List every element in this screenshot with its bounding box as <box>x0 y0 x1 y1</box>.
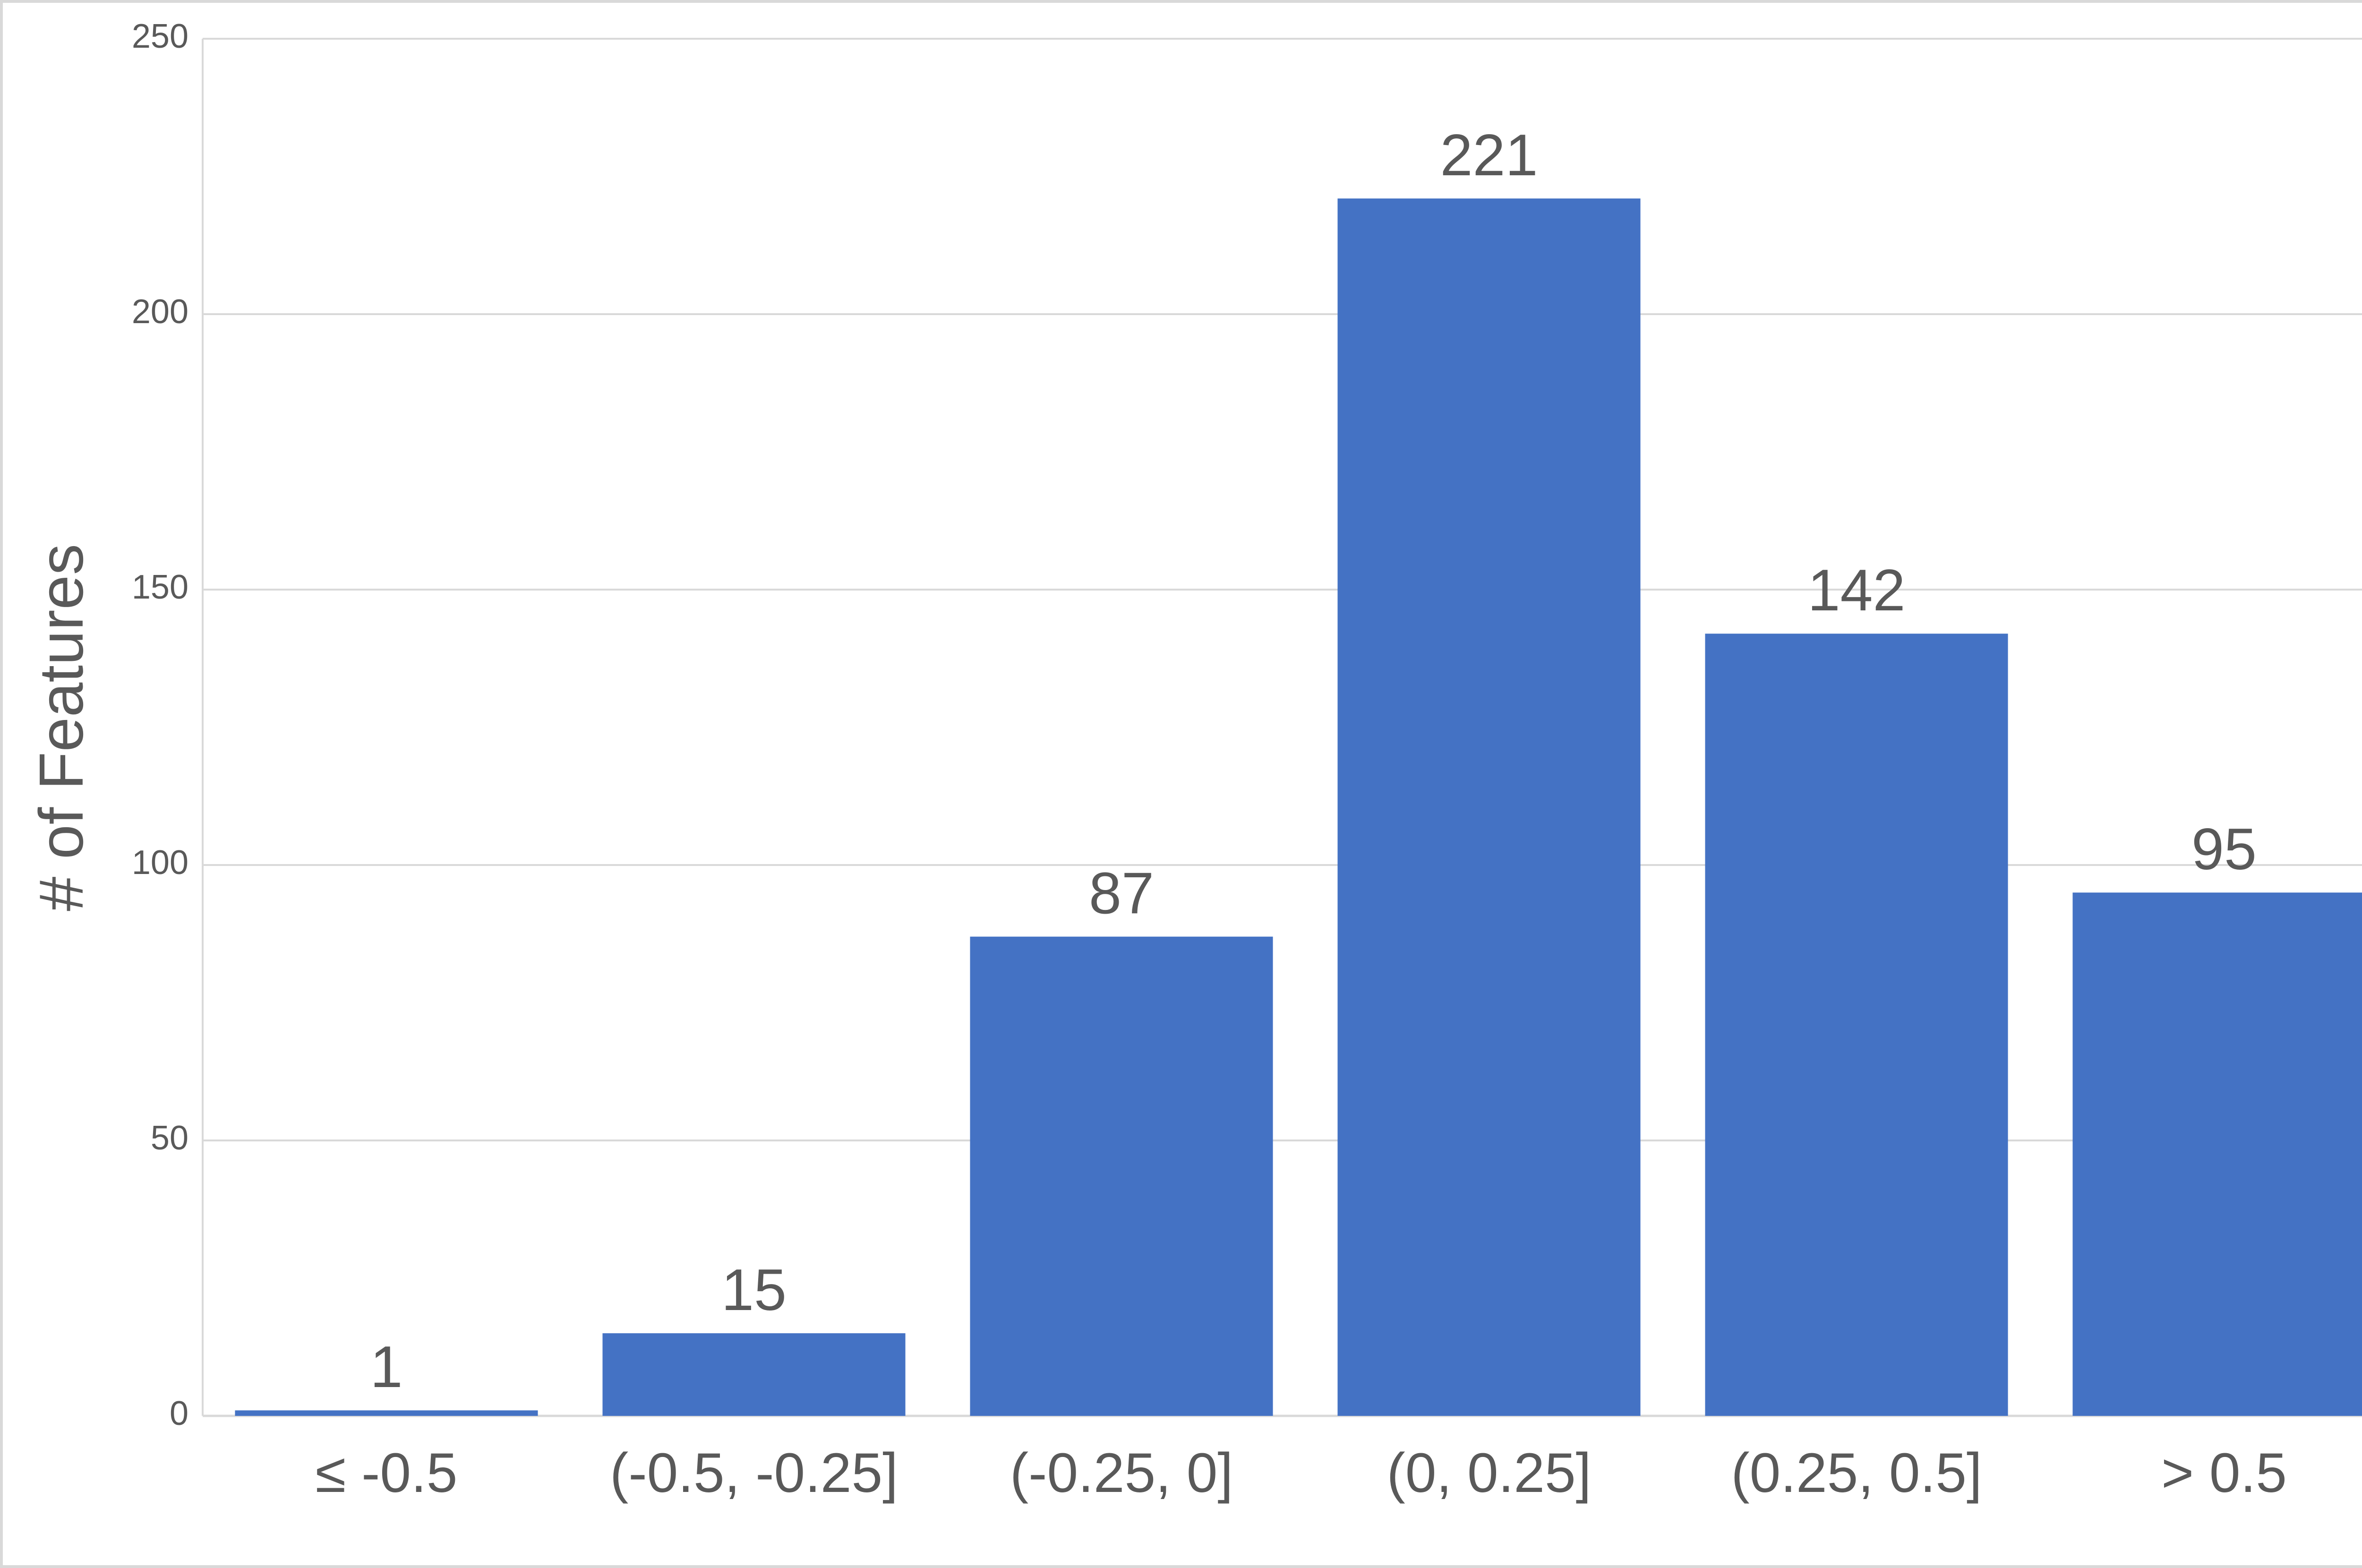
bar <box>1705 634 2008 1416</box>
y-tick-label: 150 <box>132 568 188 606</box>
y-tick-label: 0 <box>170 1395 188 1432</box>
y-tick-label: 200 <box>132 293 188 331</box>
x-tick-label: (-0.25, 0] <box>1010 1442 1233 1504</box>
bar <box>1337 198 1641 1416</box>
value-label: 1 <box>370 1335 403 1400</box>
y-tick-label: 100 <box>132 844 188 882</box>
x-tick-label: (0, 0.25] <box>1387 1442 1592 1504</box>
x-tick-label: > 0.5 <box>2161 1442 2287 1504</box>
bar <box>2072 892 2362 1416</box>
value-label: 221 <box>1440 123 1538 188</box>
x-tick-label: (-0.5, -0.25] <box>610 1442 898 1504</box>
y-tick-label: 250 <box>132 17 188 55</box>
x-tick-label: (0.25, 0.5] <box>1731 1442 1982 1504</box>
value-label: 95 <box>2191 817 2257 882</box>
bar <box>970 936 1273 1416</box>
x-tick-label: ≤ -0.5 <box>316 1442 458 1504</box>
value-label: 142 <box>1808 558 1906 623</box>
y-tick-label: 50 <box>151 1119 188 1157</box>
value-label: 87 <box>1089 861 1154 926</box>
bar <box>602 1333 906 1416</box>
y-axis-title: # of Features <box>26 544 96 911</box>
bar <box>235 1410 538 1416</box>
value-label: 15 <box>721 1258 787 1323</box>
